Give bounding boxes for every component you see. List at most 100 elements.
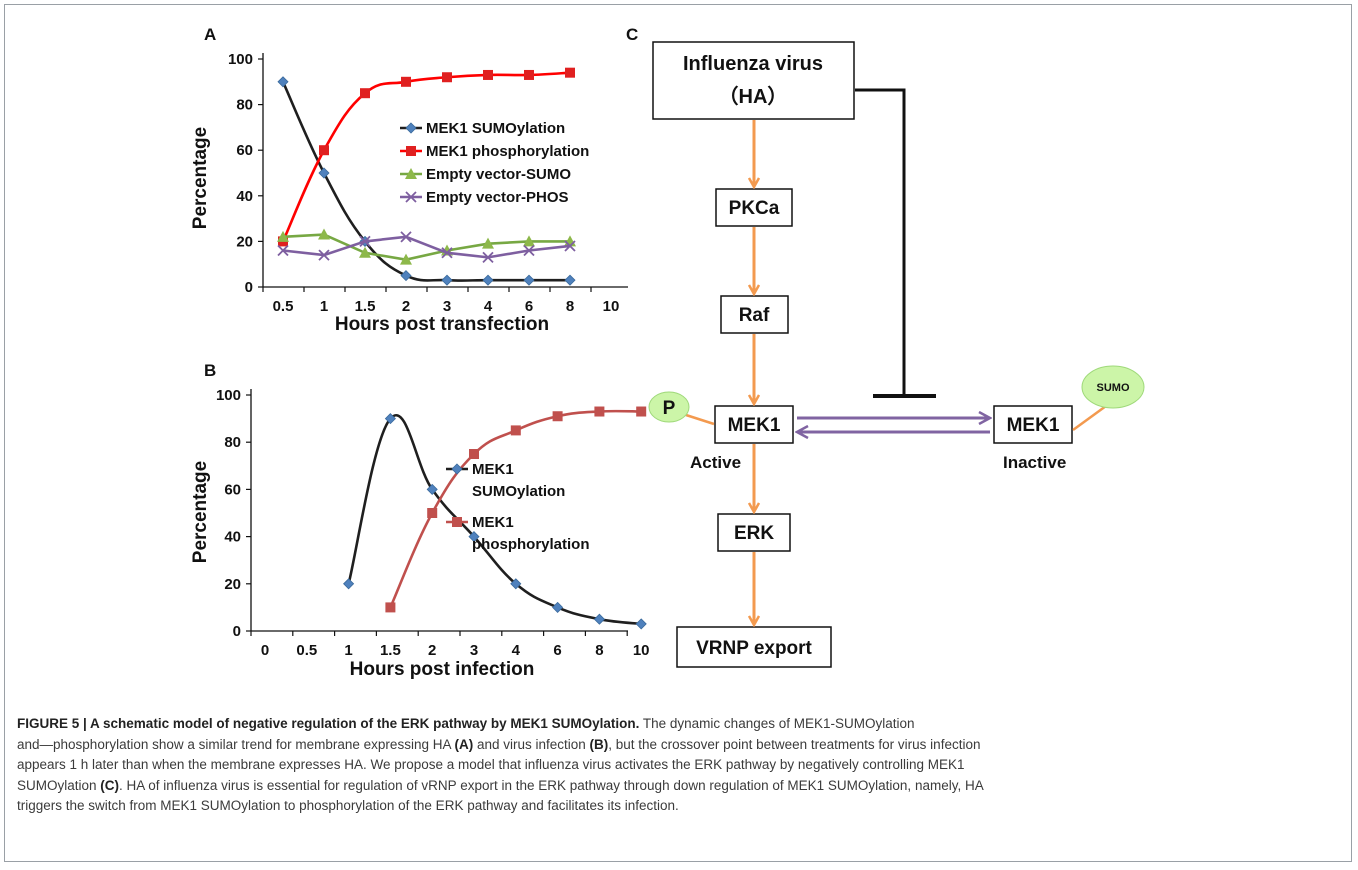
panel-b-letter: B [204,361,216,380]
x-tick-label: 1 [320,298,328,315]
legend-label: MEK1 SUMOylation [426,120,565,137]
caption-panel-ref: (B) [589,736,609,752]
figure-caption: FIGURE 5 | A schematic model of negative… [17,714,1345,817]
chart-b-axes: 0 20 40 60 80 100 0 0.5 1 1.5 2 3 4 6 8 10 [216,387,650,659]
chart-b-ylabel: Percentage [190,461,211,563]
legend-marker [451,463,463,475]
influenza-virus-box [652,41,855,120]
inhibition-line [855,88,906,396]
data-point-0 [426,483,438,495]
caption-panel-ref: (C) [100,777,120,793]
data-point-0 [468,531,480,543]
data-point-2 [400,253,412,265]
data-point-0 [564,274,576,286]
data-point-1 [469,449,479,459]
data-point-1 [483,69,493,80]
caption-line-2: and—phosphorylation show a similar trend… [17,735,1345,756]
y-tick-label: 20 [224,576,241,593]
series-line-3 [282,235,571,259]
data-point-1 [442,72,452,83]
series-line-2 [282,233,570,261]
sumo-badge-label: SUMO [1097,382,1130,394]
legend-marker [452,517,462,527]
caption-text: The dynamic changes of MEK1-SUMOylation [639,716,915,731]
panel-c-letter: C [626,25,638,44]
y-tick-label: 80 [224,434,241,451]
x-tick-label: 2 [428,642,436,659]
data-point-0 [384,413,396,425]
vrnp-export-label: VRNP export [696,638,812,659]
y-tick-label: 100 [228,51,253,68]
pkca-box [715,188,793,227]
x-tick-label: 3 [470,642,478,659]
x-tick-label: 0.5 [273,298,294,315]
data-point-2 [277,230,289,242]
sumo-badge [1081,365,1145,409]
chart-b-xlabel: Hours post infection [350,659,535,680]
phospho-badge [648,391,690,423]
data-point-0 [482,274,494,286]
caption-text: and virus infection [473,736,590,752]
x-tick-label: 0 [261,642,269,659]
data-point-2 [318,228,330,240]
data-point-3 [564,240,576,252]
panel-a-letter: A [204,25,216,44]
y-tick-label: 40 [236,188,253,205]
data-point-1 [510,425,521,436]
data-point-3 [523,244,535,257]
chart-a-series [277,67,576,286]
legend-label: Empty vector-SUMO [426,166,571,183]
data-point-1 [401,76,411,87]
chart-a-axes: 0 20 40 60 80 100 0.5 1 1.5 2 3 4 6 8 10 [228,51,628,315]
data-point-1 [552,411,563,422]
x-tick-label: 4 [484,298,493,315]
data-point-0 [318,167,330,179]
mek1-active-box [714,405,794,444]
influenza-ha-label: （HA） [719,85,788,108]
chart-a: 0 20 40 60 80 100 0.5 1 1.5 2 3 4 6 8 10 MEK1 SUMOylat… [190,51,628,335]
data-point-2 [482,237,494,249]
data-point-0 [635,618,647,630]
data-point-0 [552,601,564,613]
data-point-3 [277,244,289,257]
legend-label: Empty vector-PHOS [426,189,569,206]
data-point-1 [565,67,575,78]
y-tick-label: 60 [236,142,253,159]
legend-label: MEK1 [472,514,514,531]
caption-panel-ref: (A) [454,736,474,752]
data-point-1 [319,145,329,156]
x-tick-label: 3 [443,298,451,315]
x-tick-label: 8 [595,642,603,659]
data-point-3 [359,235,371,248]
caption-line-3: appears 1 h later than when the membrane… [17,755,1345,776]
y-tick-label: 60 [224,481,241,498]
chart-b-legend: MEK1 SUMOylation MEK1 phosphorylation [446,461,590,553]
sumo-badge-connector [1072,404,1107,432]
vrnp-export-box [676,626,832,668]
x-tick-label: 1 [344,642,352,659]
chart-a-xlabel: Hours post transfection [335,314,549,335]
data-point-1 [427,508,438,518]
data-point-0 [343,578,355,590]
y-tick-label: 0 [233,623,241,640]
raf-label: Raf [739,305,770,326]
phospho-badge-connector [685,413,715,426]
pkca-label: PKCa [729,198,780,219]
x-tick-label: 8 [566,298,574,315]
legend-label: MEK1 phosphorylation [426,143,589,160]
chart-b: 0 20 40 60 80 100 0 0.5 1 1.5 2 3 4 6 8 10 MEK1 SUMOylat… [190,387,650,680]
legend-label: MEK1 [472,461,514,478]
caption-line-4: SUMOylation (C). HA of influenza virus i… [17,776,1345,797]
pathway-diagram: Influenza virus （HA） PKCa Raf MEK1 MEK1 … [648,41,1145,668]
data-point-0 [400,270,412,282]
legend-marker [405,191,417,203]
caption-title: FIGURE 5 | A schematic model of negative… [17,716,640,731]
data-point-0 [510,578,522,590]
data-point-3 [441,247,453,259]
data-point-3 [400,231,412,243]
raf-box [720,295,789,334]
erk-label: ERK [734,523,774,544]
legend-marker [405,122,417,134]
caption-line-1: FIGURE 5 | A schematic model of negative… [17,714,1345,735]
